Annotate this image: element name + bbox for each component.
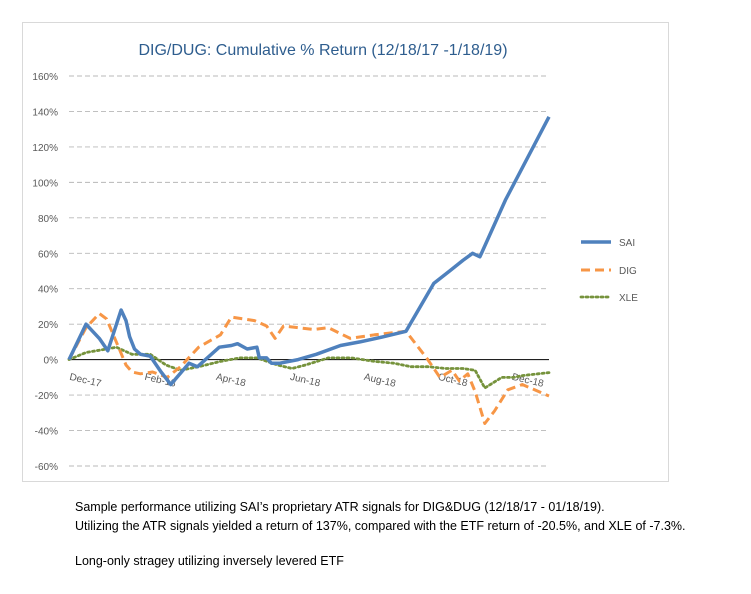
caption-summary: Sample performance utilizing SAI’s propr…: [75, 500, 605, 514]
y-tick-label: 80%: [38, 214, 58, 225]
series-lines: [67, 115, 551, 425]
y-tick-label: 100%: [32, 178, 58, 189]
x-tick-label: Aug-18: [363, 372, 397, 390]
y-tick-label: 20%: [38, 320, 58, 331]
legend-label-xle: XLE: [619, 293, 638, 304]
chart-title: DIG/DUG: Cumulative % Return (12/18/17 -…: [138, 42, 507, 59]
y-tick-label: 120%: [32, 143, 58, 154]
y-tick-label: -60%: [35, 462, 58, 473]
x-tick-label: Jun-18: [289, 372, 322, 390]
y-tick-label: 160%: [32, 72, 58, 83]
y-tick-label: 40%: [38, 285, 58, 296]
caption-strategy-note: Long-only stragey utilizing inversely le…: [75, 554, 344, 568]
gridlines: [69, 75, 549, 467]
line-chart: DIG/DUG: Cumulative % Return (12/18/17 -…: [32, 42, 638, 473]
series-line-sai: [67, 115, 551, 387]
y-tick-label: 140%: [32, 107, 58, 118]
legend: SAI DIG XLE: [579, 238, 638, 304]
legend-label-dig: DIG: [619, 266, 637, 277]
y-tick-label: -40%: [35, 427, 58, 438]
x-tick-label: Oct-18: [437, 372, 469, 390]
y-axis-tick-labels: -60% -40% -20% 0% 20% 40% 60% 80% 100% 120% 140% 16…: [32, 72, 58, 473]
y-tick-label: 0%: [44, 356, 59, 367]
series-line-xle: [67, 345, 551, 390]
caption-results: Utilizing the ATR signals yielded a retu…: [75, 519, 686, 533]
x-tick-label: Dec-17: [68, 372, 102, 390]
legend-label-sai: SAI: [619, 238, 635, 249]
y-tick-label: 60%: [38, 249, 58, 260]
chart-frame: DIG/DUG: Cumulative % Return (12/18/17 -…: [22, 22, 669, 482]
y-tick-label: -20%: [35, 391, 58, 402]
x-tick-label: Apr-18: [215, 372, 247, 390]
series-line-dig: [67, 312, 550, 425]
